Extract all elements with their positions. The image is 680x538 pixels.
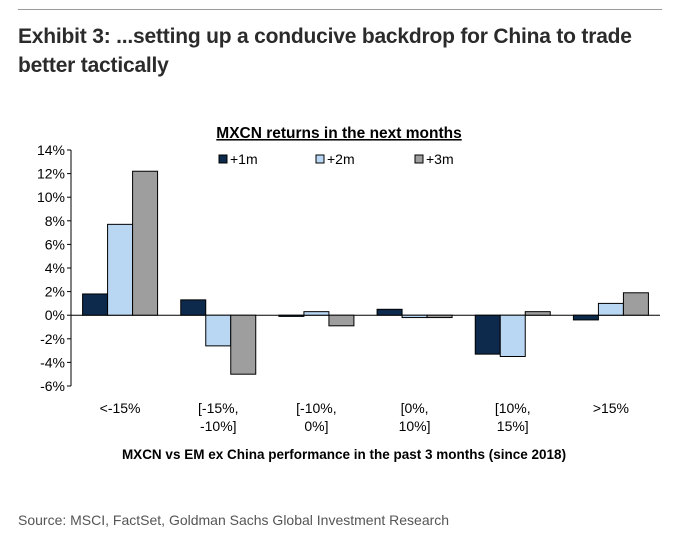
bar-plus-3m-cat-0 xyxy=(132,170,159,316)
legend-label: +3m xyxy=(426,151,454,167)
chart-title: MXCN returns in the next months xyxy=(216,125,461,142)
bar-plus-2m-cat-1 xyxy=(205,314,232,347)
top-rule xyxy=(18,9,662,10)
legend-swatch-plus-2m xyxy=(315,154,325,164)
x-tick-label: 10%] xyxy=(399,418,431,434)
bar-plus-2m-cat-0 xyxy=(107,223,134,316)
bar-plus-1m-cat-0 xyxy=(82,293,109,316)
source-note: Source: MSCI, FactSet, Goldman Sachs Glo… xyxy=(18,512,450,528)
bar-plus-1m-cat-2 xyxy=(278,314,305,317)
bar-plus-2m-cat-2 xyxy=(303,311,330,316)
x-tick-label: 15%] xyxy=(497,418,529,434)
y-tick-label: 4% xyxy=(45,260,65,276)
y-tick-label: 6% xyxy=(45,236,65,252)
x-tick-label: 0%] xyxy=(304,418,328,434)
bar-plus-2m-cat-4 xyxy=(499,314,526,358)
y-tick-label: 14% xyxy=(37,142,65,158)
y-tick-label: 10% xyxy=(37,189,65,205)
bar-plus-2m-cat-3 xyxy=(401,314,428,319)
y-tick-label: -2% xyxy=(40,331,65,347)
bar-plus-3m-cat-2 xyxy=(328,314,355,327)
legend-swatch-plus-1m xyxy=(218,154,228,164)
x-tick-label: [0%, xyxy=(401,400,429,416)
bar-plus-1m-cat-1 xyxy=(180,299,207,316)
y-tick-label: -6% xyxy=(40,378,65,394)
y-axis: 14% 12% 10% 8% 6% 4% 2% 0% -2% -4% -6% xyxy=(37,142,660,394)
exhibit-title: Exhibit 3: ...setting up a conducive bac… xyxy=(18,25,632,77)
bar-plus-3m-cat-3 xyxy=(426,314,453,319)
y-tick-label: 0% xyxy=(45,307,65,323)
x-tick-label: <-15% xyxy=(100,400,141,416)
y-tick-label: 12% xyxy=(37,166,65,182)
bar-plus-1m-cat-3 xyxy=(376,308,403,316)
x-tick-label: -10%] xyxy=(200,418,237,434)
y-tick-label: 2% xyxy=(45,284,65,300)
x-axis-title: MXCN vs EM ex China performance in the p… xyxy=(122,447,566,462)
x-tick-label: [10%, xyxy=(495,400,531,416)
x-tick-label: >15% xyxy=(593,400,629,416)
x-tick-label: [-10%, xyxy=(296,400,336,416)
bars xyxy=(82,170,649,375)
y-tick-label: 8% xyxy=(45,213,65,229)
bar-plus-3m-cat-1 xyxy=(230,314,257,375)
bar-chart: MXCN returns in the next months 14% 12% 10… xyxy=(37,125,660,462)
bar-plus-1m-cat-4 xyxy=(474,314,501,355)
x-axis: <-15% [-15%, -10%] [-10%, 0%] [0%, 10%] [10%, 15… xyxy=(100,400,629,434)
legend: +1m +2m +3m xyxy=(218,151,454,167)
bar-plus-3m-cat-4 xyxy=(524,311,551,316)
y-tick-label: -4% xyxy=(40,354,65,370)
legend-label: +2m xyxy=(327,151,355,167)
legend-swatch-plus-3m xyxy=(414,154,424,164)
bar-plus-3m-cat-5 xyxy=(622,292,649,316)
legend-label: +1m xyxy=(230,151,258,167)
x-tick-label: [-15%, xyxy=(198,400,238,416)
bar-plus-2m-cat-5 xyxy=(597,302,624,316)
bar-plus-1m-cat-5 xyxy=(572,314,599,321)
